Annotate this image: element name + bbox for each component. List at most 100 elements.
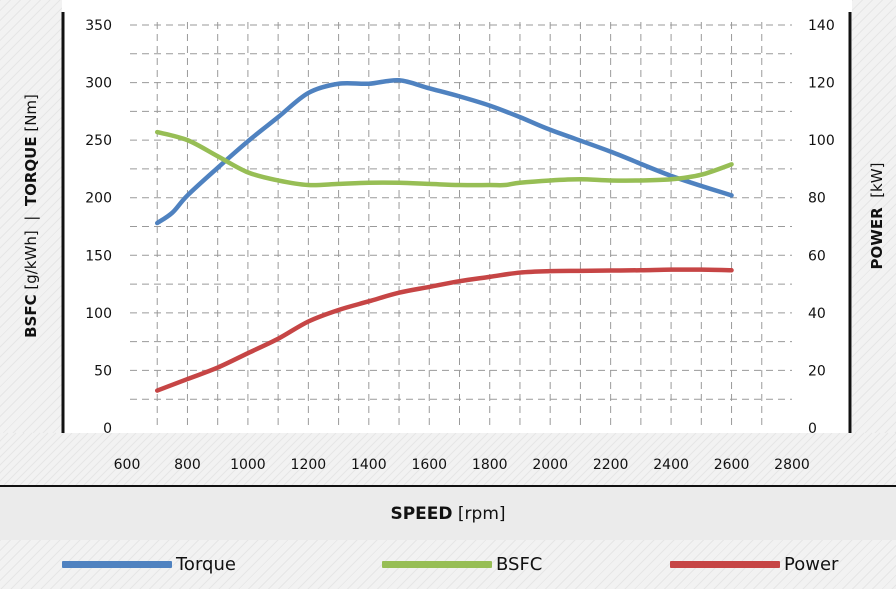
grid-lines (130, 22, 792, 428)
hatch-stroke (787, 432, 841, 486)
bsfc-axis-label: BSFC (22, 294, 40, 338)
hatch-stroke (219, 432, 273, 486)
right-axis-panel (852, 0, 896, 433)
hatch-stroke (147, 432, 201, 486)
x-tick-label: 2000 (532, 457, 568, 473)
hatch-stroke (67, 432, 121, 486)
hatch-stroke (555, 432, 609, 486)
hatch-stroke (107, 432, 161, 486)
hatch-stroke (211, 432, 265, 486)
power-axis-label: POWER (868, 207, 886, 270)
x-tick-label: 1800 (472, 457, 508, 473)
hatch-stroke (659, 432, 713, 486)
y-axis-right-label: POWER [kW] (868, 163, 886, 270)
hatch-stroke (139, 432, 193, 486)
hatch-stroke (523, 432, 577, 486)
hatch-stroke (379, 432, 433, 486)
hatch-stroke (827, 432, 881, 486)
hatch-stroke (387, 432, 441, 486)
hatch-stroke (443, 432, 497, 486)
hatch-stroke (195, 432, 249, 486)
hatch-stroke (227, 432, 281, 486)
hatch-stroke (291, 432, 345, 486)
hatch-stroke (851, 440, 896, 486)
x-axis-label: SPEED [rpm] (0, 487, 896, 540)
hatch-stroke (19, 432, 73, 486)
hatch-stroke (563, 432, 617, 486)
left-axis-panel (0, 0, 62, 433)
y-right-tick-label: 20 (808, 363, 826, 379)
hatch-stroke (475, 432, 529, 486)
torque-axis-label: TORQUE (22, 136, 40, 207)
left-tick-labels: 0 50 100 150 200 250 300 350 (85, 18, 112, 437)
hatch-stroke (811, 432, 865, 486)
hatch-stroke (819, 432, 873, 486)
hatch-stroke (363, 432, 417, 486)
hatch-stroke (763, 432, 817, 486)
legend: Torque BSFC Power (0, 540, 896, 589)
hatch-stroke (435, 432, 489, 486)
hatch-stroke (251, 432, 305, 486)
hatch-stroke (619, 432, 673, 486)
hatch-stroke (235, 432, 289, 486)
y-left-tick-label: 0 (103, 421, 112, 437)
hatch-stroke (163, 432, 217, 486)
hatch-stroke (395, 432, 449, 486)
chart-area: 0 50 100 150 200 250 300 350 0 20 40 60 80 100 120 140… (0, 12, 896, 486)
hatch-stroke (755, 432, 809, 486)
hatch-stroke (675, 432, 729, 486)
x-tick-label: 1200 (291, 457, 327, 473)
hatch-stroke (203, 432, 257, 486)
hatch-stroke (699, 432, 753, 486)
hatch-stroke (859, 448, 896, 486)
legend-item-power: Power (670, 554, 838, 575)
hatch-stroke (115, 432, 169, 486)
legend-swatch-power (670, 561, 780, 568)
hatch-stroke (707, 432, 761, 486)
legend-label-bsfc: BSFC (496, 554, 543, 575)
hatch-stroke (507, 432, 561, 486)
hatch-stroke (411, 432, 465, 486)
hatch-stroke (587, 432, 641, 486)
hatch-stroke (579, 432, 633, 486)
hatch-stroke (27, 432, 81, 486)
hatch-stroke (731, 432, 785, 486)
hatch-stroke (875, 464, 896, 486)
hatch-stroke (35, 432, 89, 486)
y-left-tick-label: 350 (85, 18, 112, 34)
x-tick-label: 800 (174, 457, 201, 473)
hatch-stroke (739, 432, 793, 486)
hatch-stroke (835, 432, 889, 486)
hatch-stroke (451, 432, 505, 486)
hatch-stroke (323, 432, 377, 486)
hatch-stroke (75, 432, 129, 486)
hatch-stroke (83, 432, 137, 486)
hatch-stroke (571, 432, 625, 486)
hatch-stroke (683, 432, 737, 486)
y-axis-left-label: BSFC [g/kWh] | TORQUE [Nm] (22, 94, 40, 338)
bsfc-axis-unit: [g/kWh] (22, 230, 40, 290)
torque-axis-unit: [Nm] (22, 94, 40, 132)
axis-label-separator: | (22, 215, 40, 221)
hatch-stroke (179, 432, 233, 486)
speed-axis-label: SPEED (390, 503, 453, 524)
hatch-stroke (843, 432, 896, 486)
x-tick-label: 2600 (714, 457, 750, 473)
hatch-stroke (483, 432, 537, 486)
y-left-tick-label: 300 (85, 76, 112, 92)
hatch-stroke (515, 432, 569, 486)
series-line-power (154, 267, 734, 393)
hatch-stroke (43, 432, 97, 486)
hatch-stroke (131, 432, 185, 486)
hatch-stroke (347, 432, 401, 486)
power-axis-unit: [kW] (868, 162, 886, 198)
y-left-tick-label: 250 (85, 133, 112, 149)
x-tick-band-hatch (0, 432, 896, 486)
x-axis-divider (0, 485, 896, 487)
y-right-tick-label: 80 (808, 191, 826, 207)
hatch-stroke (595, 432, 649, 486)
legend-item-torque: Torque (62, 554, 236, 575)
hatch-stroke (779, 432, 833, 486)
hatch-stroke (459, 432, 513, 486)
hatch-stroke (667, 432, 721, 486)
